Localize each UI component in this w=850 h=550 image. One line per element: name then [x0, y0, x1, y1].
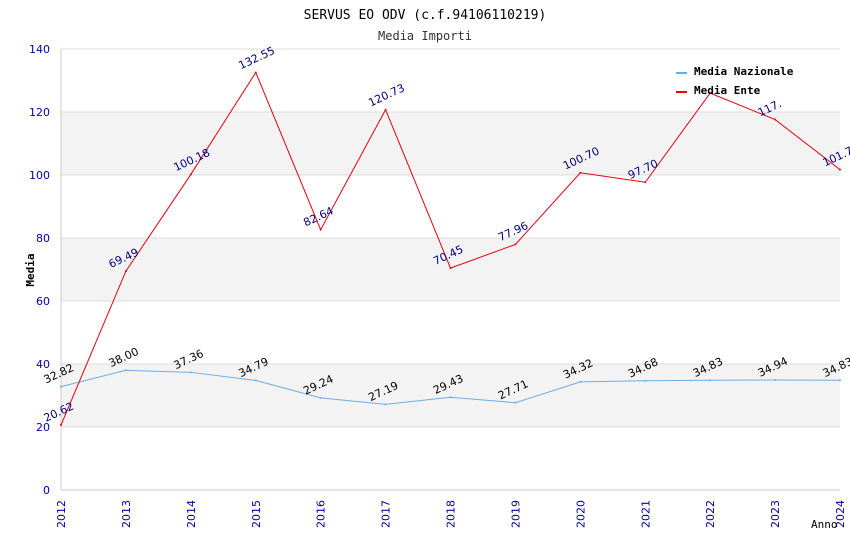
data-point-media-ente — [579, 171, 582, 174]
data-point-media-ente — [189, 173, 192, 176]
grid-band — [61, 238, 840, 301]
y-tick-label: 0 — [43, 484, 50, 497]
data-point-media-ente — [254, 71, 257, 74]
grid-band — [61, 112, 840, 175]
x-tick-label: 2022 — [704, 500, 717, 528]
data-point-media-nazionale — [514, 401, 517, 404]
data-point-media-nazionale — [254, 379, 257, 382]
data-point-media-ente — [319, 228, 322, 231]
y-tick-label: 40 — [36, 358, 50, 371]
data-point-media-ente — [644, 181, 647, 184]
chart-title: SERVUS EO ODV (c.f.94106110219) — [304, 8, 547, 23]
legend-entry-media-ente: Media Ente — [676, 84, 761, 97]
legend-label-media-ente: Media Ente — [694, 84, 761, 97]
data-point-media-nazionale — [189, 371, 192, 374]
x-tick-label: 2015 — [250, 500, 263, 528]
x-tick-label: 2019 — [509, 500, 522, 528]
data-point-media-nazionale — [319, 396, 322, 399]
legend: Media Nazionale Media Ente — [676, 65, 794, 97]
data-point-media-ente — [124, 270, 127, 273]
x-tick-label: 2013 — [120, 500, 133, 528]
data-point-media-nazionale — [449, 396, 452, 399]
y-tick-label: 120 — [29, 106, 50, 119]
data-point-media-ente — [839, 168, 841, 171]
x-tick-label: 2014 — [185, 500, 198, 528]
legend-entry-media-nazionale: Media Nazionale — [676, 65, 794, 78]
y-tick-label: 100 — [29, 169, 50, 182]
y-tick-label: 60 — [36, 295, 50, 308]
data-point-media-nazionale — [644, 379, 647, 382]
x-axis-label: Anno — [811, 518, 838, 531]
data-point-media-ente — [514, 243, 517, 246]
legend-label-media-nazionale: Media Nazionale — [694, 65, 794, 78]
x-tick-label: 2017 — [380, 500, 393, 528]
axes — [60, 49, 840, 491]
x-tick-label: 2018 — [445, 500, 458, 528]
x-tick-label: 2021 — [639, 500, 652, 528]
data-point-media-nazionale — [839, 379, 841, 382]
data-point-media-ente — [384, 108, 387, 111]
data-point-media-ente — [60, 424, 62, 427]
grid-band — [61, 364, 840, 427]
x-tick-label: 2023 — [769, 500, 782, 528]
x-tick-label: 2012 — [55, 500, 68, 528]
x-tick-labels: 2012 2013 2014 2015 2016 2017 2018 2019 2020 2021… — [55, 500, 847, 528]
x-tick-label: 2016 — [315, 500, 328, 528]
series-lines — [60, 71, 841, 427]
data-point-media-ente — [449, 267, 452, 270]
y-tick-label: 80 — [36, 232, 50, 245]
y-axis-label: Media — [24, 253, 37, 286]
y-tick-labels: 0 20 40 60 80 100 120 140 — [29, 43, 50, 497]
data-point-media-nazionale — [124, 369, 127, 372]
data-point-media-nazionale — [709, 379, 712, 382]
data-point-media-ente — [709, 92, 712, 95]
grid-bands — [61, 112, 840, 427]
x-tick-label: 2024 — [834, 500, 847, 528]
x-tick-label: 2020 — [574, 500, 587, 528]
data-point-media-nazionale — [60, 385, 62, 388]
data-point-media-nazionale — [579, 380, 582, 383]
y-tick-label: 140 — [29, 43, 50, 56]
data-point-media-nazionale — [774, 378, 777, 381]
y-tick-label: 20 — [36, 421, 50, 434]
data-point-media-ente — [774, 118, 777, 121]
data-point-media-nazionale — [384, 403, 387, 406]
chart-subtitle: Media Importi — [378, 29, 472, 43]
